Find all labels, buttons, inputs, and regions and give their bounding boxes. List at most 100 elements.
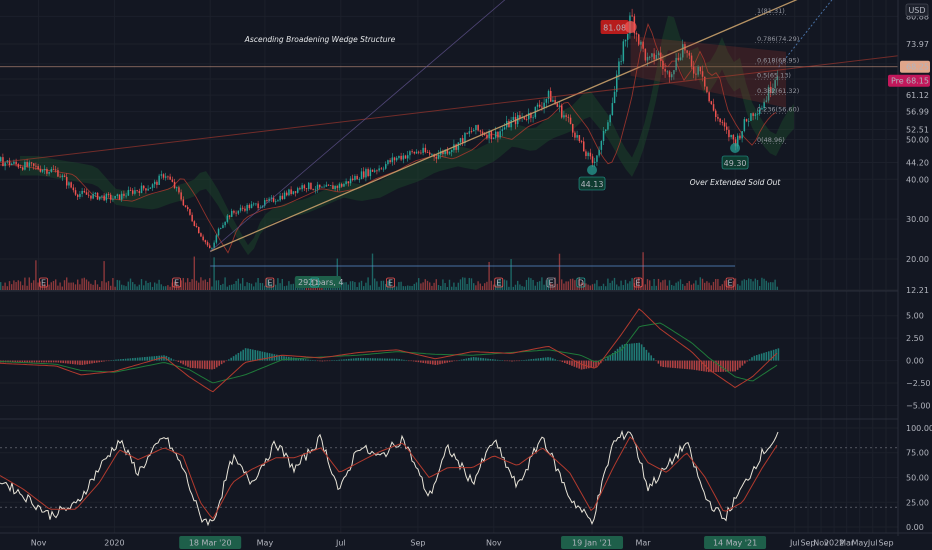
candle-body <box>585 151 587 156</box>
macd-histogram-bar <box>736 360 739 370</box>
stochastic-panel <box>0 427 898 528</box>
volume-bar <box>761 277 763 290</box>
candle-body <box>24 161 26 170</box>
macd-histogram-bar <box>616 348 619 361</box>
macd-histogram-bar <box>676 360 679 369</box>
macd-histogram-bar <box>564 360 566 364</box>
currency-badge[interactable]: USD <box>905 3 929 17</box>
candle-body <box>605 129 607 132</box>
macd-histogram-bar <box>650 355 652 361</box>
volume-bar <box>607 278 609 290</box>
volume-bar <box>726 280 728 290</box>
macd-histogram-bar <box>232 356 235 361</box>
candle-body <box>39 169 42 172</box>
volume-bar <box>233 283 235 290</box>
volume-bar <box>664 279 666 290</box>
currency-label: USD <box>908 6 925 15</box>
macd-histogram-bar <box>328 360 331 362</box>
volume-bar <box>255 282 257 290</box>
macd-histogram-bar <box>88 360 91 364</box>
earnings-marker <box>633 277 643 288</box>
volume-bar <box>750 279 752 290</box>
volume-bar <box>442 279 444 290</box>
candle-body <box>589 152 592 157</box>
volume-bar <box>521 286 523 290</box>
volume-bar <box>712 281 715 290</box>
macd-histogram-bar <box>124 358 127 361</box>
fibonacci-retracement[interactable]: 1(81.31) 0.786(74.29) 0.618(68.95) 0.5(65.1… <box>754 7 799 144</box>
time-tick-label: May <box>851 539 868 548</box>
macd-histogram-bar <box>237 352 240 361</box>
wedge-upper-line <box>209 0 506 252</box>
macd-histogram-bar <box>225 360 228 362</box>
candle-body <box>391 157 394 163</box>
candle-body <box>154 181 156 185</box>
volume-bar <box>739 285 741 290</box>
candle-body <box>488 131 490 139</box>
earnings-label: E <box>267 279 272 288</box>
macd-histogram-bar <box>544 357 547 361</box>
volume-bar <box>363 286 365 290</box>
candle-body <box>528 112 530 120</box>
macd-histogram-bar <box>775 349 777 361</box>
earnings-marker <box>546 277 556 288</box>
volume-bar <box>704 282 706 290</box>
candle-body <box>477 125 479 131</box>
volume-bar <box>389 280 391 290</box>
volume-bar <box>420 283 422 290</box>
volume-bar <box>530 278 532 290</box>
macd-histogram-bar <box>715 360 717 373</box>
volume-bar <box>470 278 473 290</box>
macd-histogram-bar <box>14 360 16 363</box>
candle-body <box>132 190 134 194</box>
volume-bar <box>706 281 708 290</box>
candle-body <box>415 151 418 154</box>
volume-bar <box>728 285 730 290</box>
candle-body <box>704 76 706 87</box>
time-scale[interactable]: Nov 2020 18 Mar '20 May Jul Sep Nov 19 Jan '21 M… <box>31 536 894 549</box>
stoch-tick-label: 0.00 <box>906 523 924 532</box>
candle-body <box>215 235 218 243</box>
volume-bars <box>0 252 778 290</box>
trend-drawings[interactable] <box>0 0 899 267</box>
candle-body <box>655 54 658 60</box>
candle-body <box>393 157 396 161</box>
price-scale[interactable]: 80.8873.9768.9765.1761.1256.9952.5150.00… <box>888 12 932 532</box>
volume-bar <box>407 285 409 290</box>
candle-body <box>314 189 317 191</box>
macd-histogram-bar <box>57 360 60 363</box>
macd-histogram-bar <box>220 360 223 365</box>
candle-body <box>92 193 94 199</box>
price-tick-label: 73.97 <box>906 40 929 49</box>
candle-body <box>411 151 413 153</box>
candle-body <box>202 236 204 241</box>
candle-body <box>611 103 614 116</box>
macd-histogram-bar <box>571 360 573 366</box>
candle-body <box>745 119 748 122</box>
candle-body <box>574 132 576 138</box>
candle-body <box>644 48 647 61</box>
volume-bar <box>237 278 239 290</box>
volume-bar <box>413 283 415 290</box>
candle-body <box>677 57 680 60</box>
volume-bar <box>217 280 220 290</box>
macd-histogram-bar <box>415 360 417 362</box>
macd-histogram-bar <box>240 351 242 361</box>
volume-bar <box>631 277 633 290</box>
candle-body <box>664 68 666 72</box>
macd-histogram-bar <box>744 360 746 364</box>
candle-body <box>697 66 699 75</box>
candle-body <box>99 196 101 200</box>
volume-bar <box>655 285 657 290</box>
candle-body <box>257 203 259 208</box>
candle-body <box>345 181 347 184</box>
volume-bar <box>759 286 761 290</box>
candle-body <box>316 184 319 190</box>
macd-histogram-bar <box>405 360 408 361</box>
volume-bar <box>444 283 446 290</box>
fib-level-label: 0.5(65.13) <box>757 72 791 80</box>
candle-body <box>726 126 728 130</box>
macd-histogram-bar <box>398 359 400 361</box>
volume-bar <box>204 279 206 290</box>
